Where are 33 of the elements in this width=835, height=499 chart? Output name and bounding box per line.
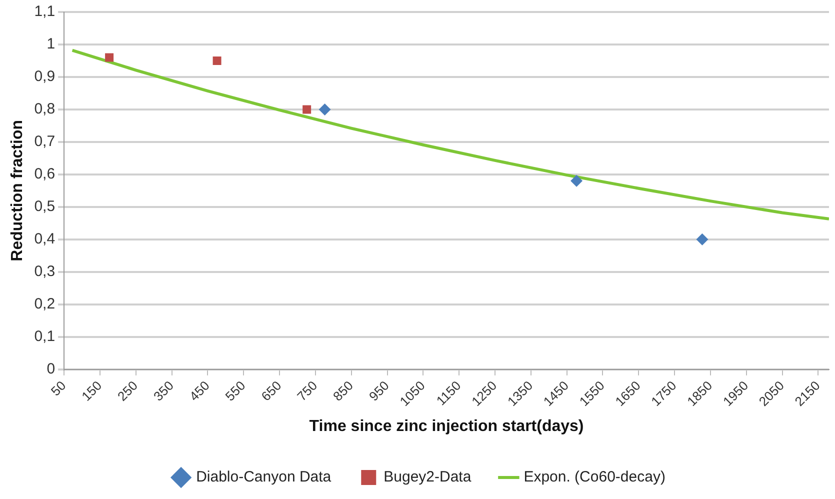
x-tick-label: 750	[294, 378, 320, 404]
y-tick-label: 0,9	[34, 68, 56, 86]
x-tick-label: 550	[222, 378, 248, 404]
point	[696, 233, 708, 246]
y-tick-label: 0,3	[34, 263, 56, 280]
legend-label: Bugey2-Data	[384, 468, 472, 486]
x-tick-label: 150	[78, 378, 105, 404]
y-axis-title: Reduction fraction	[9, 120, 26, 262]
point	[105, 53, 114, 62]
y-tick-label: 0,5	[34, 198, 56, 216]
y-tick-label: 0,8	[34, 100, 56, 118]
legend-label: Diablo-Canyon Data	[196, 468, 332, 486]
legend-label: Expon. (Co60-decay)	[524, 468, 666, 486]
point	[302, 105, 312, 114]
x-tick-label: 650	[258, 378, 284, 404]
x-tick-label: 350	[150, 378, 176, 404]
y-tick-label: 0,4	[34, 230, 56, 248]
x-tick-label: 450	[186, 378, 212, 404]
y-tick-label: 0	[46, 360, 56, 378]
point	[318, 103, 331, 116]
y-tick-label: 0,6	[34, 166, 56, 183]
y-tick-label: 0,2	[34, 295, 56, 312]
x-axis-title: Time since zinc injection start(days)	[309, 418, 584, 435]
x-tick-label: 250	[114, 378, 141, 404]
x-tick-label: 850	[330, 378, 356, 404]
y-tick-label: 0,7	[34, 133, 56, 150]
point	[570, 174, 583, 187]
y-tick-label: 1,1	[34, 3, 56, 20]
y-tick-label: 1	[46, 36, 56, 53]
y-tick-label: 0,1	[34, 328, 56, 345]
x-tick-label: 50	[48, 378, 69, 399]
x-tick-label: 950	[366, 378, 392, 404]
point	[212, 56, 222, 65]
